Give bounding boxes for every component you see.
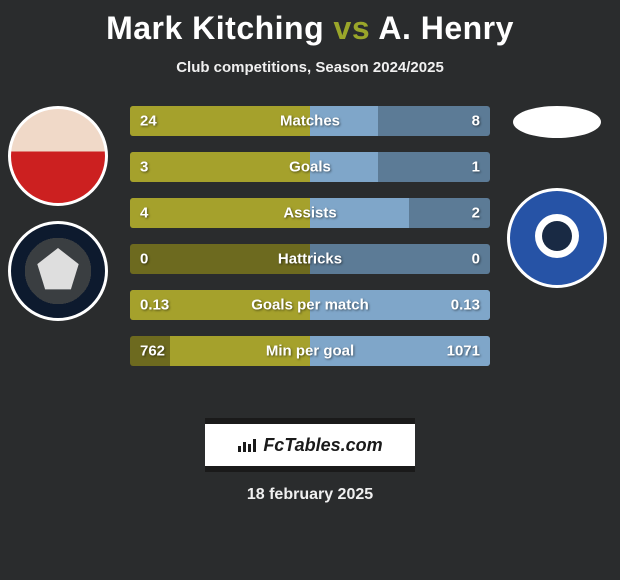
- stat-row: Goals 3 1: [130, 152, 490, 182]
- comparison-title: Mark Kitching vs A. Henry: [0, 0, 620, 47]
- brand-badge: FcTables.com: [205, 418, 415, 472]
- stat-label: Assists: [283, 205, 336, 222]
- stat-bars-container: Matches 24 8 Goals 3 1 Assists 4 2 Hattricks 0 0 Goa…: [130, 106, 490, 382]
- brand-text: FcTables.com: [263, 435, 382, 456]
- stat-label: Goals per match: [251, 297, 369, 314]
- stat-right-value: 0: [472, 251, 480, 268]
- stat-label: Hattricks: [278, 251, 342, 268]
- stat-row: Matches 24 8: [130, 106, 490, 136]
- player2-name: A. Henry: [378, 10, 514, 46]
- comparison-chart: Matches 24 8 Goals 3 1 Assists 4 2 Hattricks 0 0 Goa…: [0, 106, 620, 406]
- stat-right-value: 1: [472, 159, 480, 176]
- stat-row: Hattricks 0 0: [130, 244, 490, 274]
- subtitle: Club competitions, Season 2024/2025: [0, 59, 620, 76]
- stat-label: Goals: [289, 159, 331, 176]
- stat-right-value: 2: [472, 205, 480, 222]
- stat-left-value: 24: [140, 113, 157, 130]
- right-player-column: [502, 106, 612, 288]
- stat-left-value: 3: [140, 159, 148, 176]
- stat-row: Goals per match 0.13 0.13: [130, 290, 490, 320]
- chart-icon: [237, 437, 257, 453]
- snapshot-date: 18 february 2025: [0, 486, 620, 504]
- player1-name: Mark Kitching: [106, 10, 324, 46]
- stat-label: Matches: [280, 113, 340, 130]
- player2-club-badge: [507, 188, 607, 288]
- left-player-column: [8, 106, 118, 321]
- stat-row: Min per goal 762 1071: [130, 336, 490, 366]
- stat-right-value: 1071: [447, 343, 480, 360]
- stat-left-value: 0.13: [140, 297, 169, 314]
- stat-left-value: 0: [140, 251, 148, 268]
- player1-club-badge: [8, 221, 108, 321]
- stat-right-value: 0.13: [451, 297, 480, 314]
- stat-left-value: 762: [140, 343, 165, 360]
- stat-row: Assists 4 2: [130, 198, 490, 228]
- stat-label: Min per goal: [266, 343, 354, 360]
- vs-label: vs: [334, 10, 371, 46]
- player1-avatar: [8, 106, 108, 206]
- stat-left-value: 4: [140, 205, 148, 222]
- stat-right-value: 8: [472, 113, 480, 130]
- player2-avatar: [513, 106, 601, 138]
